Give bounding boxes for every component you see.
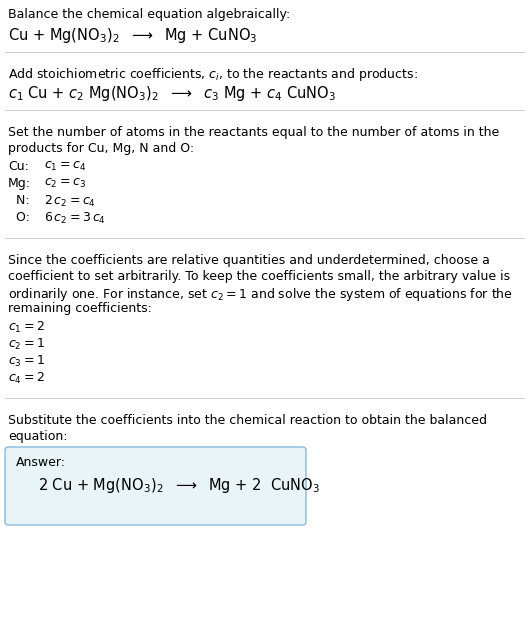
Text: Mg:: Mg: bbox=[8, 177, 31, 190]
Text: Answer:: Answer: bbox=[16, 456, 66, 469]
Text: N:: N: bbox=[8, 194, 30, 207]
Text: $c_1$ Cu + $c_2$ Mg(NO$_3$)$_2$  $\longrightarrow$  $c_3$ Mg + $c_4$ CuNO$_3$: $c_1$ Cu + $c_2$ Mg(NO$_3$)$_2$ $\longri… bbox=[8, 84, 336, 103]
Text: remaining coefficients:: remaining coefficients: bbox=[8, 302, 152, 315]
Text: Since the coefficients are relative quantities and underdetermined, choose a: Since the coefficients are relative quan… bbox=[8, 254, 490, 267]
Text: Balance the chemical equation algebraically:: Balance the chemical equation algebraica… bbox=[8, 8, 290, 21]
Text: $c_4 = 2$: $c_4 = 2$ bbox=[8, 371, 45, 386]
FancyBboxPatch shape bbox=[5, 447, 306, 525]
Text: Add stoichiometric coefficients, $c_i$, to the reactants and products:: Add stoichiometric coefficients, $c_i$, … bbox=[8, 66, 418, 83]
Text: $c_2 = 1$: $c_2 = 1$ bbox=[8, 337, 45, 352]
Text: $2\,c_2 = c_4$: $2\,c_2 = c_4$ bbox=[44, 194, 96, 209]
Text: Substitute the coefficients into the chemical reaction to obtain the balanced: Substitute the coefficients into the che… bbox=[8, 414, 487, 427]
Text: $c_3 = 1$: $c_3 = 1$ bbox=[8, 354, 45, 369]
Text: equation:: equation: bbox=[8, 430, 68, 443]
Text: $c_1 = 2$: $c_1 = 2$ bbox=[8, 320, 45, 335]
Text: $6\,c_2 = 3\,c_4$: $6\,c_2 = 3\,c_4$ bbox=[44, 211, 106, 226]
Text: ordinarily one. For instance, set $c_2 = 1$ and solve the system of equations fo: ordinarily one. For instance, set $c_2 =… bbox=[8, 286, 513, 303]
Text: products for Cu, Mg, N and O:: products for Cu, Mg, N and O: bbox=[8, 142, 194, 155]
Text: Set the number of atoms in the reactants equal to the number of atoms in the: Set the number of atoms in the reactants… bbox=[8, 126, 499, 139]
Text: 2 Cu + Mg(NO$_3$)$_2$  $\longrightarrow$  Mg + 2  CuNO$_3$: 2 Cu + Mg(NO$_3$)$_2$ $\longrightarrow$ … bbox=[38, 476, 320, 495]
Text: coefficient to set arbitrarily. To keep the coefficients small, the arbitrary va: coefficient to set arbitrarily. To keep … bbox=[8, 270, 510, 283]
Text: Cu:: Cu: bbox=[8, 160, 29, 173]
Text: Cu + Mg(NO$_3$)$_2$  $\longrightarrow$  Mg + CuNO$_3$: Cu + Mg(NO$_3$)$_2$ $\longrightarrow$ Mg… bbox=[8, 26, 258, 45]
Text: O:: O: bbox=[8, 211, 30, 224]
Text: $c_1 = c_4$: $c_1 = c_4$ bbox=[44, 160, 86, 173]
Text: $c_2 = c_3$: $c_2 = c_3$ bbox=[44, 177, 86, 190]
